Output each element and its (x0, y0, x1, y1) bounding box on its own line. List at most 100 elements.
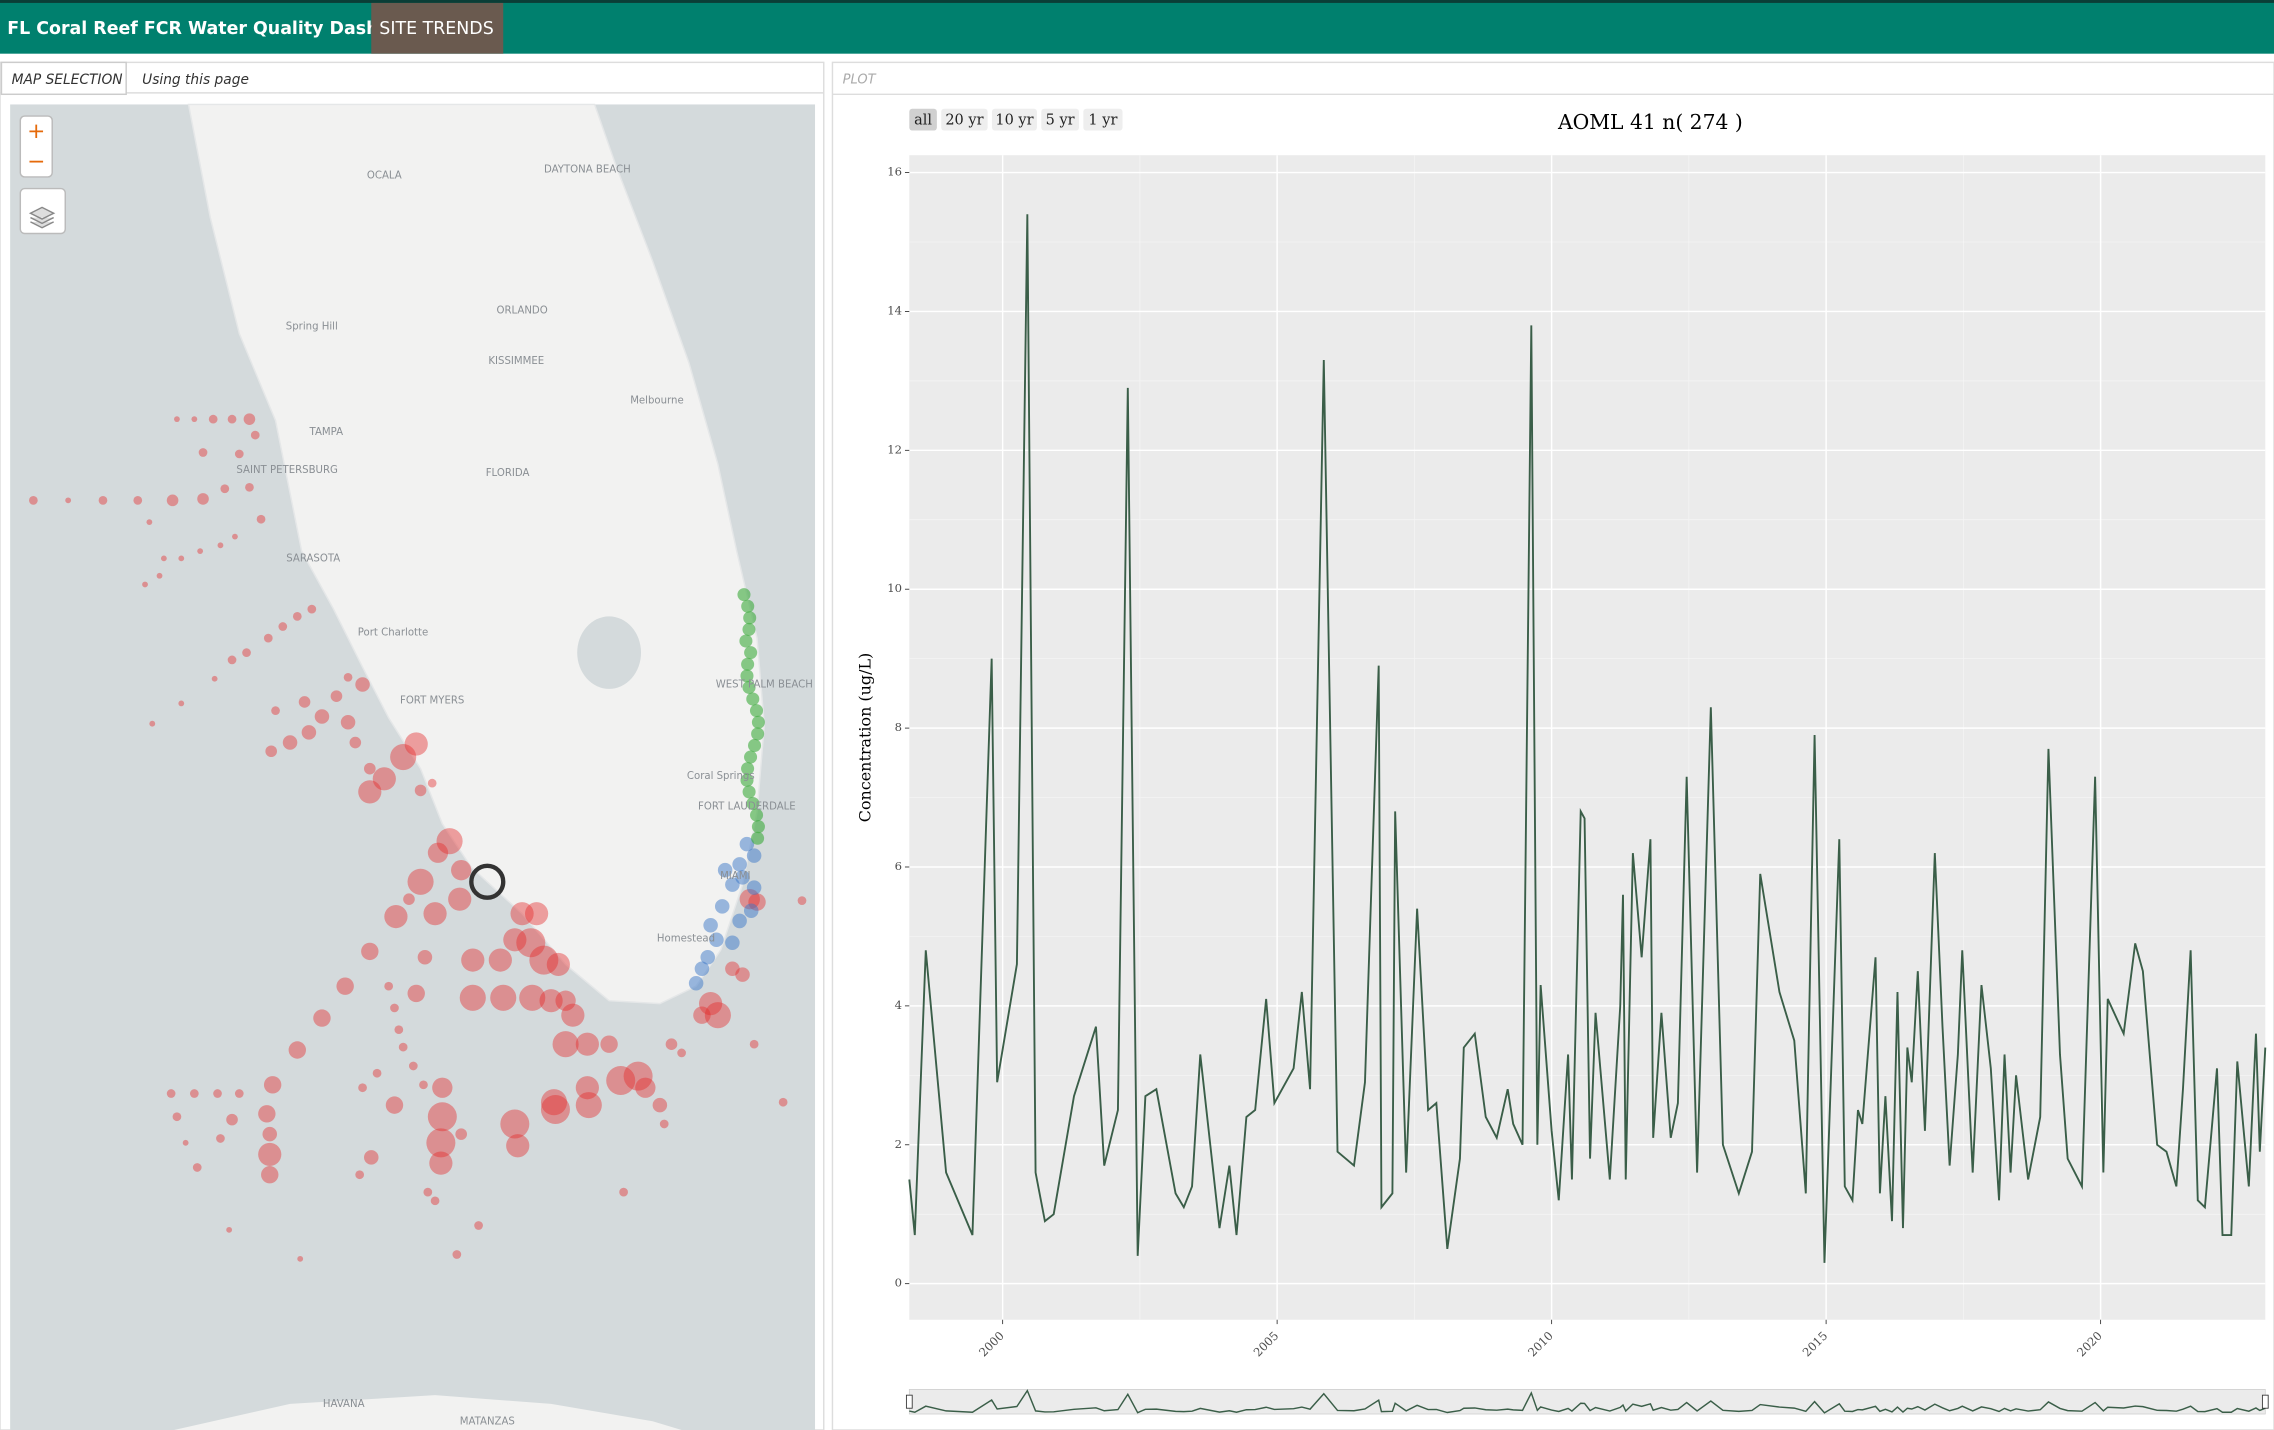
range-button[interactable] (909, 108, 937, 131)
site-marker[interactable] (166, 1089, 176, 1098)
site-marker[interactable] (160, 555, 167, 562)
site-marker[interactable] (292, 612, 302, 621)
site-marker[interactable] (355, 1170, 365, 1180)
site-marker[interactable] (451, 860, 472, 881)
site-marker[interactable] (744, 750, 758, 764)
site-marker[interactable] (278, 622, 288, 631)
site-marker[interactable] (349, 736, 362, 749)
site-marker[interactable] (739, 836, 755, 852)
site-marker[interactable] (227, 655, 237, 665)
site-marker[interactable] (307, 604, 317, 614)
site-marker[interactable] (245, 482, 254, 492)
site-marker[interactable] (751, 715, 765, 729)
site-marker[interactable] (600, 1035, 618, 1053)
site-marker[interactable] (258, 1142, 282, 1167)
site-marker[interactable] (414, 784, 427, 797)
slider-handle-left[interactable] (905, 1394, 913, 1409)
site-marker[interactable] (261, 1166, 279, 1184)
site-marker[interactable] (226, 1113, 238, 1126)
site-marker[interactable] (746, 692, 760, 706)
selected-site[interactable] (469, 863, 506, 900)
range-button-label[interactable]: 10 yr (995, 112, 1033, 128)
site-marker[interactable] (732, 857, 747, 872)
site-marker[interactable] (166, 494, 179, 507)
site-marker[interactable] (98, 496, 108, 505)
site-marker[interactable] (746, 796, 760, 810)
tab-help[interactable]: Using this page (142, 72, 249, 88)
site-marker[interactable] (423, 902, 447, 926)
site-marker[interactable] (358, 1083, 367, 1093)
site-marker[interactable] (355, 677, 370, 692)
site-marker[interactable] (778, 1097, 788, 1107)
site-marker[interactable] (635, 1077, 656, 1098)
site-marker[interactable] (361, 942, 379, 961)
site-marker[interactable] (384, 981, 394, 991)
site-marker[interactable] (455, 1128, 467, 1140)
site-marker[interactable] (149, 720, 156, 727)
site-marker[interactable] (358, 780, 382, 804)
site-marker[interactable] (546, 952, 570, 977)
site-marker[interactable] (751, 820, 765, 834)
site-marker[interactable] (142, 581, 148, 588)
site-marker[interactable] (436, 828, 463, 855)
site-marker[interactable] (178, 555, 185, 562)
site-marker[interactable] (459, 984, 486, 1011)
site-marker[interactable] (529, 945, 559, 975)
site-marker[interactable] (737, 588, 751, 602)
site-marker[interactable] (748, 738, 762, 752)
site-marker[interactable] (394, 1025, 404, 1035)
zoom-out[interactable]: − (27, 149, 45, 174)
site-marker[interactable] (407, 868, 434, 895)
site-marker[interactable] (744, 646, 758, 660)
site-marker[interactable] (746, 880, 762, 895)
site-marker[interactable] (735, 870, 750, 885)
site-marker[interactable] (677, 1048, 686, 1058)
range-button-label[interactable]: all (914, 112, 932, 128)
site-marker[interactable] (265, 745, 277, 758)
site-marker[interactable] (725, 961, 740, 977)
site-marker[interactable] (263, 633, 273, 643)
site-marker[interactable] (742, 622, 756, 636)
site-marker[interactable] (423, 1187, 433, 1197)
site-marker[interactable] (407, 984, 425, 1003)
site-marker[interactable] (234, 449, 244, 459)
site-marker[interactable] (740, 669, 754, 683)
site-marker[interactable] (709, 932, 724, 948)
site-marker[interactable] (156, 572, 163, 579)
site-marker[interactable] (797, 896, 807, 905)
site-marker[interactable] (725, 877, 740, 892)
site-marker[interactable] (408, 1061, 418, 1071)
site-marker[interactable] (575, 1032, 599, 1056)
site-marker[interactable] (65, 497, 72, 504)
site-marker[interactable] (232, 533, 238, 540)
zoom-in[interactable]: + (27, 119, 45, 144)
site-marker[interactable] (448, 887, 472, 911)
site-marker[interactable] (403, 893, 415, 905)
site-marker[interactable] (198, 448, 208, 457)
site-marker[interactable] (384, 904, 408, 929)
site-marker[interactable] (704, 1002, 731, 1029)
site-marker[interactable] (288, 1041, 307, 1059)
site-marker[interactable] (575, 1076, 599, 1100)
site-marker[interactable] (220, 484, 230, 494)
site-marker[interactable] (749, 1039, 759, 1049)
site-marker[interactable] (700, 949, 715, 965)
site-marker[interactable] (743, 903, 759, 919)
range-button[interactable] (991, 108, 1037, 131)
site-marker[interactable] (197, 493, 209, 505)
site-marker[interactable] (298, 696, 311, 708)
site-marker[interactable] (427, 842, 449, 863)
site-marker[interactable] (217, 542, 224, 549)
range-button[interactable] (941, 108, 988, 131)
site-marker[interactable] (659, 1119, 669, 1129)
slider-handle-right[interactable] (2261, 1394, 2269, 1409)
site-marker[interactable] (263, 1076, 282, 1094)
site-marker[interactable] (693, 1006, 711, 1024)
site-marker[interactable] (606, 1065, 636, 1095)
site-marker[interactable] (419, 1080, 428, 1090)
site-marker[interactable] (330, 690, 343, 702)
site-marker[interactable] (191, 416, 198, 423)
site-marker[interactable] (213, 1089, 222, 1098)
site-marker[interactable] (271, 706, 280, 715)
site-marker[interactable] (699, 991, 723, 1016)
